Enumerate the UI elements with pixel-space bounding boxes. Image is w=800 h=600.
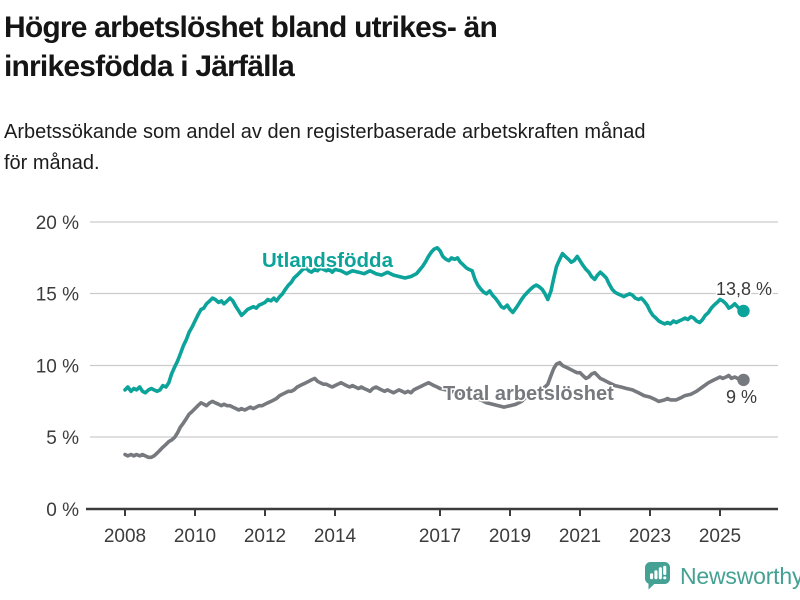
chart-subtitle: Arbetssökande som andel av den registerb…: [4, 117, 646, 179]
series-end-dot-0: [737, 304, 750, 318]
series-label-utlandsfodda: Utlandsfödda: [262, 249, 394, 272]
x-axis-tick-label: 2025: [699, 526, 741, 547]
gridlines: [90, 221, 778, 438]
y-tick-label: 10 %: [36, 357, 79, 378]
brand-name: Newsworthy: [680, 562, 800, 589]
end-value-label-total: 9 %: [726, 387, 757, 407]
y-tick-label: 15 %: [36, 285, 79, 306]
y-tick-label: 20 %: [36, 213, 79, 234]
chart-title-line-1: Högre arbetslöshet bland utrikes- än: [4, 11, 498, 44]
newsworthy-logo: Newsworthy: [644, 561, 800, 591]
x-axis-tick-label: 2010: [174, 526, 216, 547]
end-value-label-utlandsfodda: 13,8 %: [716, 279, 772, 299]
x-axis-tick-label: 2023: [629, 526, 671, 547]
y-axis-labels: 20 % 15 % 10 % 5 % 0 %: [36, 213, 79, 521]
x-axis-tick-label: 2021: [559, 526, 601, 547]
x-axis-tick-label: 2012: [244, 526, 286, 547]
x-axis-tick-label: 2019: [489, 526, 531, 547]
y-tick-label: 0 %: [46, 500, 79, 521]
x-axis-ticks: [124, 509, 721, 516]
series-line-0: [123, 246, 746, 395]
series-label-total-arbetsloshet: Total arbetslöshet: [443, 383, 614, 405]
x-axis-tick-label: 2008: [104, 526, 146, 547]
bar-chart-speech-bubble-icon: [645, 562, 670, 590]
chart-subtitle-line-2: för månad.: [4, 152, 100, 174]
x-axis-labels: 2008 2010 2012 2014 2017 2019 2021 2023 2025: [104, 526, 741, 547]
chart-subtitle-line-1: Arbetssökande som andel av den registerb…: [4, 121, 646, 143]
series-line-1: [123, 360, 746, 460]
chart-title-line-2: inrikesfödda i Järfälla: [4, 50, 295, 83]
x-axis-tick-label: 2014: [314, 526, 357, 547]
series-end-dot-1: [737, 373, 750, 387]
chart-title: Högre arbetslöshet bland utrikes- än inr…: [4, 8, 498, 86]
x-axis-tick-label: 2017: [419, 526, 461, 547]
y-tick-label: 5 %: [46, 428, 79, 449]
series-lines: [123, 246, 750, 460]
